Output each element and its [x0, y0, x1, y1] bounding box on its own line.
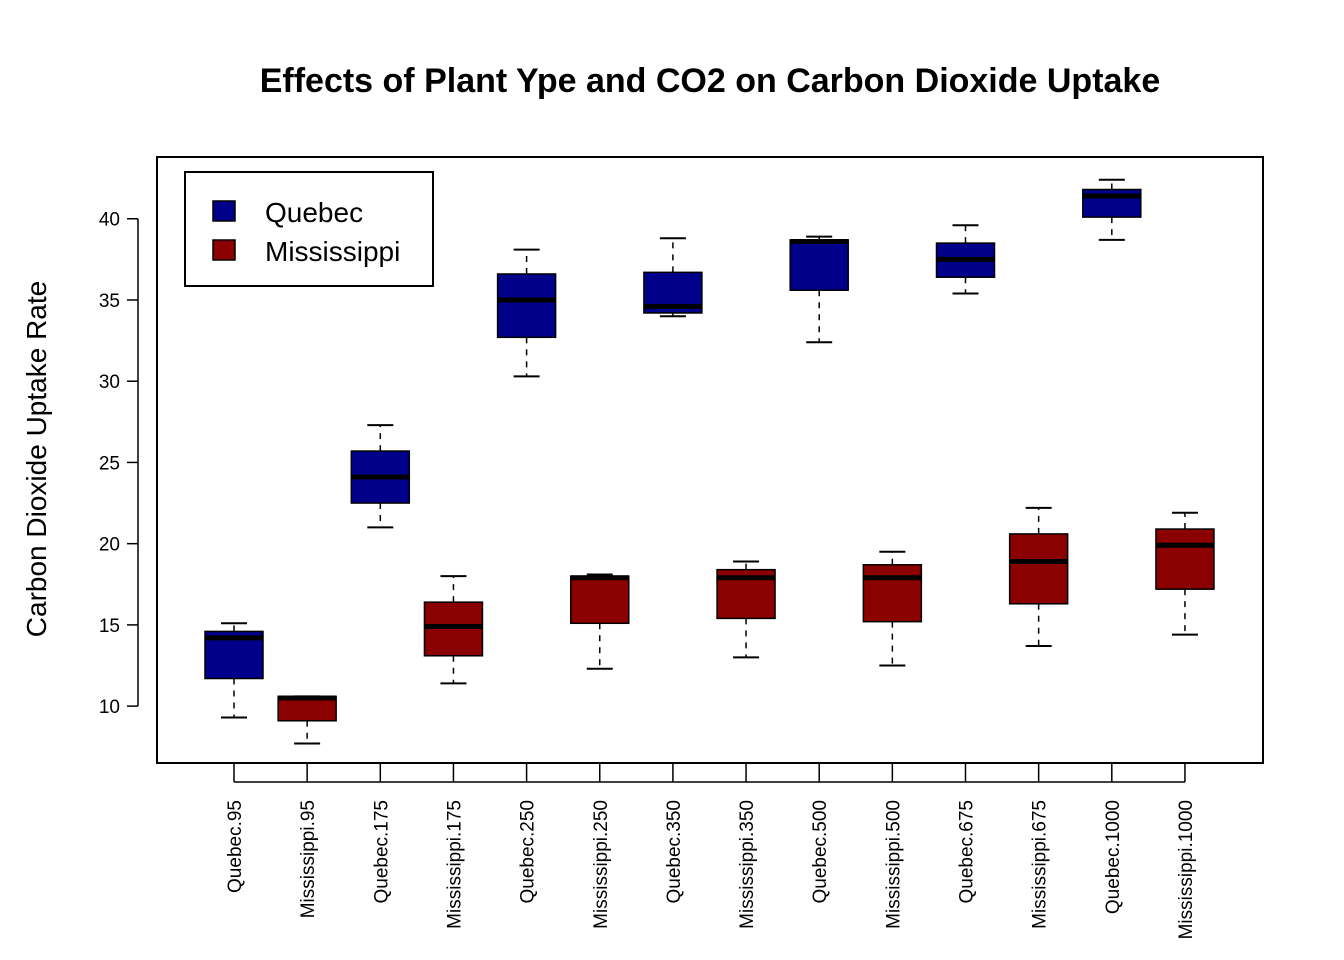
y-tick-label: 35 — [99, 291, 120, 312]
x-tick-label: Quebec.675 — [957, 800, 978, 904]
box-Quebec.675 — [935, 224, 996, 295]
box-Mississippi.95 — [277, 695, 337, 745]
box-Mississippi.250 — [570, 573, 630, 670]
box-Mississippi.350 — [716, 560, 776, 659]
x-tick-label: Quebec.350 — [664, 800, 685, 904]
box-Quebec.175 — [350, 424, 411, 529]
plot-frame — [156, 156, 1264, 764]
x-tick-label: Mississippi.95 — [298, 800, 319, 918]
box-Quebec.95 — [204, 622, 264, 719]
y-axis-label: Carbon Dioxide Uptake Rate — [21, 281, 52, 637]
iqr-box — [789, 239, 849, 291]
box-Mississippi.175 — [423, 575, 484, 685]
legend-label-mississippi: Mississippi — [265, 236, 400, 267]
x-tick-label: Mississippi.250 — [591, 800, 612, 929]
box-Quebec.250 — [496, 248, 557, 378]
iqr-box — [1155, 528, 1215, 590]
box-Mississippi.675 — [1008, 506, 1069, 648]
box-Mississippi.500 — [862, 550, 923, 667]
box-Quebec.1000 — [1082, 178, 1142, 241]
y-tick-label: 10 — [99, 697, 120, 718]
box-Quebec.350 — [643, 237, 703, 318]
y-tick-label: 25 — [99, 453, 120, 474]
chart-title: Effects of Plant Ype and CO2 on Carbon D… — [260, 62, 1161, 100]
box-Quebec.500 — [789, 235, 849, 344]
y-tick-label: 30 — [99, 372, 120, 393]
box-Mississippi.1000 — [1155, 511, 1215, 636]
y-tick-label: 40 — [99, 210, 120, 231]
legend-swatch-quebec — [212, 200, 236, 222]
box-group — [204, 178, 1215, 745]
x-tick-label: Mississippi.350 — [737, 800, 758, 929]
legend-label-quebec: Quebec — [265, 197, 363, 228]
x-tick-label: Quebec.95 — [225, 800, 246, 893]
x-axis: Quebec.95 Mississippi.95 Quebec.175 Mississ… — [225, 763, 1197, 939]
y-axis: 10 15 20 25 30 35 40 — [99, 210, 139, 718]
x-tick-label: Mississippi.175 — [444, 800, 465, 929]
iqr-box — [570, 575, 630, 625]
y-tick-label: 20 — [99, 535, 120, 556]
iqr-box — [1008, 533, 1069, 605]
x-tick-label: Quebec.175 — [371, 800, 392, 904]
iqr-box — [496, 273, 557, 339]
legend: Quebec Mississippi — [184, 171, 434, 287]
x-tick-label: Mississippi.500 — [883, 800, 904, 929]
x-tick-label: Quebec.250 — [518, 800, 539, 904]
x-tick-label: Quebec.500 — [810, 800, 831, 904]
y-tick-label: 15 — [99, 616, 120, 637]
iqr-box — [862, 564, 923, 623]
x-tick-label: Mississippi.675 — [1030, 800, 1051, 929]
x-tick-label: Mississippi.1000 — [1176, 800, 1197, 939]
legend-frame — [184, 171, 434, 287]
legend-swatch-mississippi — [212, 239, 236, 261]
x-tick-label: Quebec.1000 — [1103, 800, 1124, 914]
